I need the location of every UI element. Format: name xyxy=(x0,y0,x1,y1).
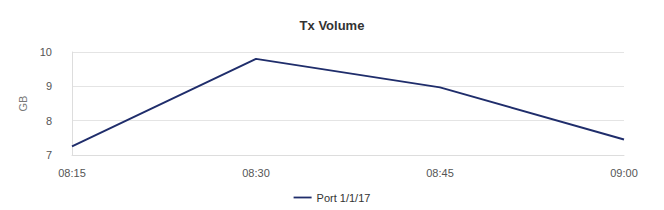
svg-text:10: 10 xyxy=(40,46,52,58)
svg-text:08:15: 08:15 xyxy=(58,167,86,179)
svg-text:Tx Volume: Tx Volume xyxy=(300,18,365,33)
svg-text:GB: GB xyxy=(17,96,29,112)
svg-text:08:30: 08:30 xyxy=(242,167,270,179)
svg-text:7: 7 xyxy=(46,149,52,161)
svg-text:9: 9 xyxy=(46,80,52,92)
svg-text:08:45: 08:45 xyxy=(426,167,454,179)
svg-text:8: 8 xyxy=(46,115,52,127)
svg-text:Port 1/1/17: Port 1/1/17 xyxy=(317,192,371,204)
svg-text:09:00: 09:00 xyxy=(610,167,638,179)
